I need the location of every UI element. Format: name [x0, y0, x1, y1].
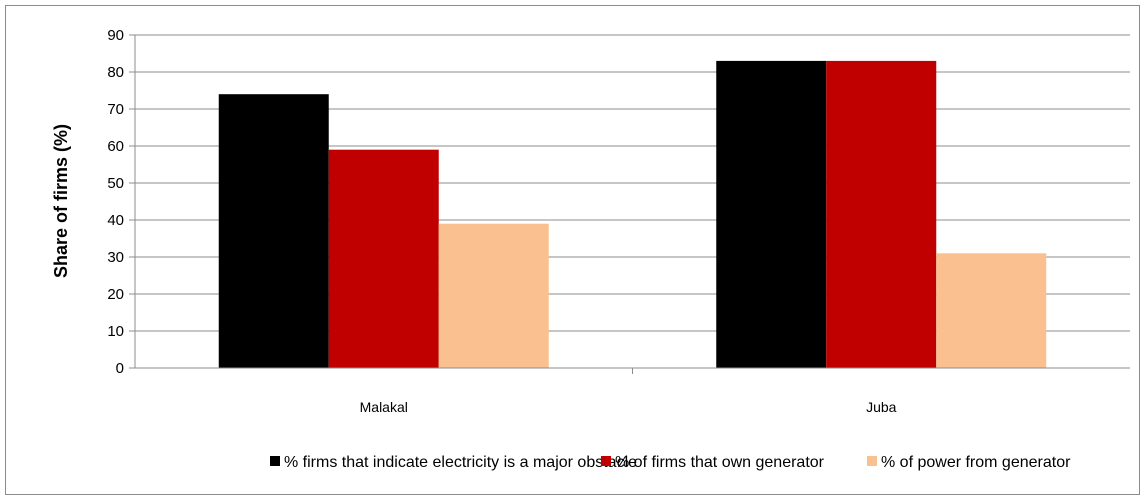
- y-tick-label: 90: [107, 27, 124, 44]
- bar-malakal-series-1: [218, 94, 329, 368]
- y-tick-label: 20: [107, 286, 124, 303]
- y-tick-label: 80: [107, 64, 124, 81]
- bars: [218, 60, 1047, 369]
- y-tick-label: 10: [107, 323, 124, 340]
- y-axis-label: Share of firms (%): [51, 124, 71, 278]
- axes: [129, 34, 1130, 374]
- legend-entry: % firms that indicate electricity is a m…: [284, 454, 637, 471]
- x-category-labels: Malakal Juba: [360, 399, 897, 415]
- y-tick-label: 0: [116, 360, 124, 377]
- chart-frame: [5, 5, 1140, 495]
- bar-juba-series-1: [716, 60, 827, 369]
- x-category-label: Juba: [866, 399, 897, 415]
- y-tick-label: 40: [107, 212, 124, 229]
- y-tick-label: 60: [107, 138, 124, 155]
- bar-malakal-series-2: [328, 149, 439, 368]
- legend-entry: % of power from generator: [881, 454, 1071, 471]
- y-tick-label: 70: [107, 101, 124, 118]
- bar-malakal-series-3: [438, 223, 549, 368]
- y-tick-label: 50: [107, 175, 124, 192]
- legend-swatch: [867, 456, 877, 466]
- legend-swatch: [270, 456, 280, 466]
- bar-juba-series-2: [826, 60, 937, 369]
- legend-swatch: [601, 456, 611, 466]
- bar-juba-series-3: [936, 253, 1047, 368]
- x-category-label: Malakal: [360, 399, 408, 415]
- y-tick-label: 30: [107, 249, 124, 266]
- legend: % firms that indicate electricity is a m…: [270, 454, 1071, 471]
- legend-entry: % of firms that own generator: [615, 454, 825, 471]
- y-tick-labels: 0 10 20 30 40 50 60 70 80 90: [107, 27, 124, 377]
